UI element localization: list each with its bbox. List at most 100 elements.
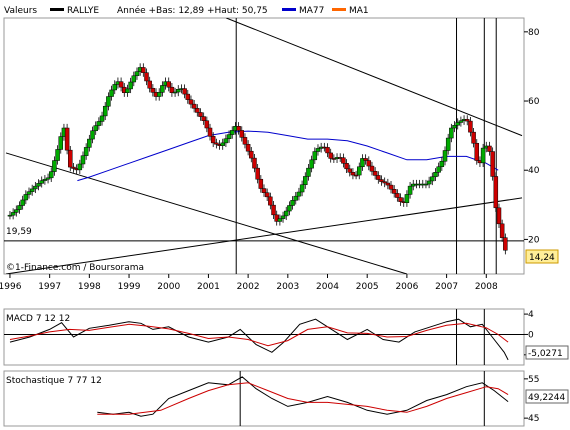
x-tick-label: 2006: [395, 282, 418, 292]
macd-last-value-text: -5,0271: [528, 349, 563, 359]
legend-range-text: Année +Bas: 12,89 +Haut: 50,75: [117, 5, 268, 16]
x-tick-label: 1999: [118, 282, 141, 292]
y-tick-label: 45: [528, 414, 539, 424]
x-tick-label: 2005: [356, 282, 379, 292]
candle-body: [90, 130, 95, 140]
candle-body: [252, 157, 257, 169]
candle-body: [39, 180, 44, 184]
candle-body: [7, 214, 13, 217]
candle-body: [150, 87, 156, 93]
candle-body: [293, 195, 299, 201]
candle-body: [229, 130, 235, 135]
candle-body: [290, 200, 295, 206]
macd-title: MACD 7 12 12: [6, 314, 70, 324]
candle-body: [112, 84, 117, 91]
candle-body: [423, 183, 429, 186]
candle-body: [71, 166, 76, 169]
candle-body: [296, 191, 302, 197]
trend-line-2: [5, 152, 408, 274]
candle-body: [328, 152, 333, 159]
legend-ma1-label: MA1: [349, 6, 369, 16]
candle-body: [106, 96, 111, 107]
candle-body: [83, 147, 89, 156]
candle-body: [195, 108, 200, 113]
candle-body: [391, 188, 397, 194]
candle-body: [452, 124, 457, 129]
candle-body: [363, 158, 368, 161]
candle-body: [23, 194, 29, 201]
candle-body: [366, 160, 372, 167]
candle-body: [134, 71, 140, 77]
candle-body: [274, 214, 279, 222]
stoch-panel-frame: [3, 370, 525, 427]
candle-body: [303, 176, 308, 185]
price-last-value-text: 14,24: [529, 253, 555, 263]
candle-body: [503, 237, 508, 251]
candle-body: [455, 122, 460, 126]
candle-body: [445, 137, 451, 151]
candle-body: [29, 188, 35, 192]
candle-body: [376, 175, 381, 180]
candle-body: [176, 89, 181, 93]
candle-body: [249, 150, 254, 159]
candle-body: [33, 185, 38, 190]
candle-body: [102, 105, 108, 117]
candle-body: [372, 171, 378, 176]
support-level-label: 19,59: [6, 227, 32, 237]
candle-body: [141, 67, 146, 73]
candle-body: [449, 127, 454, 139]
stochastic-panel: 55 45: [97, 371, 539, 426]
candle-body: [471, 131, 476, 144]
candle-body: [144, 72, 149, 82]
candle-body: [207, 127, 213, 137]
candle-body: [353, 174, 359, 177]
candle-body: [96, 121, 102, 126]
candle-body: [490, 151, 495, 177]
candle-body: [125, 88, 130, 93]
candle-body: [182, 88, 187, 95]
candle-body: [309, 159, 314, 169]
y-tick-label: 55: [528, 375, 539, 385]
candle-body: [312, 151, 318, 161]
candle-body: [439, 160, 445, 168]
legend-series-name: RALLYE: [67, 6, 99, 16]
candle-body: [385, 182, 391, 186]
price-y-tick-label: 80: [528, 28, 540, 38]
candle-body: [271, 204, 276, 216]
series-macd-line: [9, 318, 509, 361]
candle-body: [14, 209, 19, 213]
macd-last-value-badge: [525, 345, 569, 360]
stoch-last-value-badge: [525, 389, 569, 404]
candle-body: [299, 184, 305, 193]
candle-body: [214, 142, 219, 145]
candle-body: [382, 181, 387, 184]
candle-body: [388, 184, 394, 190]
candle-body: [493, 176, 499, 209]
candle-body: [341, 157, 346, 164]
candle-body: [350, 172, 356, 176]
price-panel: [4, 18, 524, 274]
candle-body: [64, 127, 70, 151]
candle-body: [398, 197, 403, 202]
candle-body: [436, 166, 441, 173]
candle-body: [185, 93, 191, 100]
candle-body: [404, 194, 410, 203]
macd-panel-frame: [3, 308, 525, 366]
x-tick-label: 2007: [435, 282, 458, 292]
x-tick-label: 1997: [38, 282, 61, 292]
candle-body: [131, 75, 137, 83]
legend-valeurs-label: Valeurs: [4, 6, 37, 16]
candle-body: [10, 212, 16, 216]
candle-body: [325, 147, 330, 154]
series-signal-line: [9, 322, 509, 347]
candle-body: [474, 142, 480, 161]
legend-series-swatch: [50, 8, 64, 11]
candle-body: [160, 85, 165, 93]
candle-body: [52, 160, 57, 172]
x-tick-label: 2008: [475, 282, 498, 292]
candle-body: [99, 115, 105, 122]
candle-body: [77, 163, 83, 171]
candle-body: [430, 176, 435, 182]
series-signal-line: [97, 382, 509, 415]
